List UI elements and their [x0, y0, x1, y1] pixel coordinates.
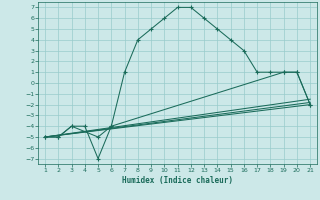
X-axis label: Humidex (Indice chaleur): Humidex (Indice chaleur) [122, 176, 233, 185]
